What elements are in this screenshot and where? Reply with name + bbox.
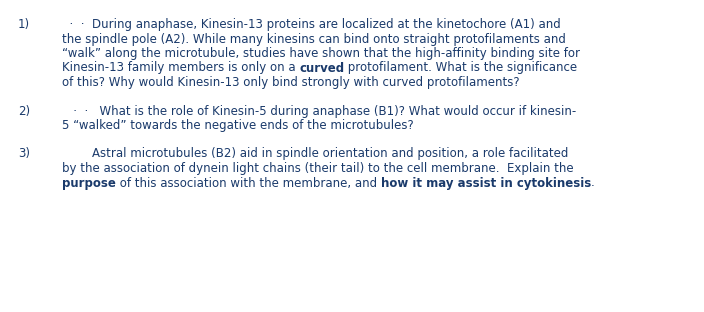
- Text: ·  ·   What is the role of Kinesin-5 during anaphase (B1)? What would occur if k: · · What is the role of Kinesin-5 during…: [62, 105, 577, 118]
- Text: Astral microtubules (B2) aid in spindle orientation and position, a role facilit: Astral microtubules (B2) aid in spindle …: [62, 148, 568, 160]
- Text: 5 “walked” towards the negative ends of the microtubules?: 5 “walked” towards the negative ends of …: [62, 119, 414, 132]
- Text: 3): 3): [18, 148, 30, 160]
- Text: how it may assist in cytokinesis: how it may assist in cytokinesis: [381, 177, 591, 189]
- Text: curved: curved: [299, 61, 344, 75]
- Text: 2): 2): [18, 105, 30, 118]
- Text: protofilament. What is the significance: protofilament. What is the significance: [344, 61, 577, 75]
- Text: Kinesin-13 family members is only on a: Kinesin-13 family members is only on a: [62, 61, 299, 75]
- Text: ·  ·  During anaphase, Kinesin-13 proteins are localized at the kinetochore (A1): · · During anaphase, Kinesin-13 proteins…: [62, 18, 561, 31]
- Text: 1): 1): [18, 18, 30, 31]
- Text: the spindle pole (A2). While many kinesins can bind onto straight protofilaments: the spindle pole (A2). While many kinesi…: [62, 32, 566, 46]
- Text: by the association of dynein light chains (their tail) to the cell membrane.  Ex: by the association of dynein light chain…: [62, 162, 574, 175]
- Text: purpose: purpose: [62, 177, 116, 189]
- Text: “walk” along the microtubule, studies have shown that the high-affinity binding : “walk” along the microtubule, studies ha…: [62, 47, 580, 60]
- Text: of this association with the membrane, and: of this association with the membrane, a…: [116, 177, 381, 189]
- Text: of this? Why would Kinesin-13 only bind strongly with curved protofilaments?: of this? Why would Kinesin-13 only bind …: [62, 76, 520, 89]
- Text: .: .: [591, 177, 595, 189]
